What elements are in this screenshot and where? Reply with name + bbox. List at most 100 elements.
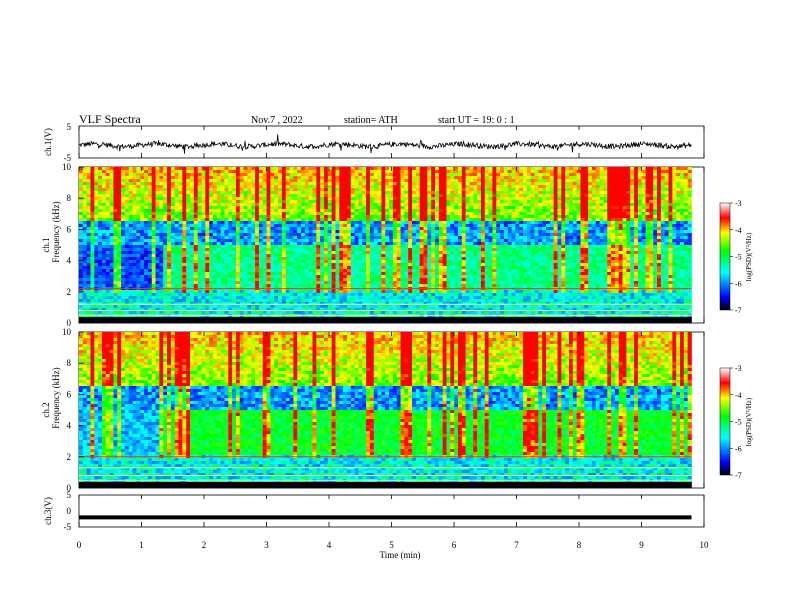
spectrogram-cell (316, 299, 321, 303)
spectrogram-cell (201, 197, 206, 201)
spectrogram-cell (381, 236, 386, 240)
spectrogram-cell (358, 296, 363, 300)
spectrogram-cell (392, 200, 398, 204)
spectrogram-cell (316, 266, 321, 270)
spectrogram-cell (235, 251, 241, 255)
spectrogram-cell (350, 296, 355, 300)
spectrogram-cell (167, 218, 172, 222)
spectrogram-cell (354, 269, 359, 273)
spectrogram-cell (79, 173, 84, 177)
spectrogram-cell (186, 248, 191, 252)
spectrogram-cell (427, 284, 432, 288)
spectrogram-cell (396, 173, 401, 177)
spectrogram-cell (79, 182, 84, 186)
spectrogram-cell (90, 179, 95, 183)
spectrogram-cell (224, 194, 229, 198)
spectrogram-cell (381, 260, 386, 264)
spectrogram-cell (369, 182, 375, 186)
spectrogram-cell (442, 227, 447, 231)
spectrogram-cell (151, 299, 156, 303)
spectrogram-cell (224, 179, 229, 183)
spectrogram-cell (327, 224, 332, 228)
spectrogram-cell (232, 176, 237, 180)
spectrogram-cell (404, 293, 409, 297)
spectrogram-cell (79, 293, 84, 297)
spectrogram-cell (235, 233, 241, 237)
spectrogram-cell (266, 260, 271, 264)
spectrogram-cell (431, 233, 436, 237)
spectrogram-cell (190, 281, 195, 285)
spectrogram-cell (320, 236, 325, 240)
spectrogram-cell (385, 209, 390, 213)
spectrogram-cell (94, 215, 99, 219)
spectrogram-cell (216, 227, 221, 231)
spectrogram-cell (205, 260, 210, 264)
spectrogram-cell (285, 239, 290, 243)
spectrogram-cell (278, 239, 283, 243)
spectrogram-cell (339, 284, 344, 288)
spectrogram-cell (170, 260, 176, 264)
spectrogram-cell (243, 257, 248, 261)
spectrogram-cell (216, 182, 221, 186)
spectrogram-cell (197, 227, 202, 231)
spectrogram-cell (408, 257, 413, 261)
spectrogram-cell (94, 191, 99, 195)
spectrogram-cell (412, 302, 417, 306)
spectrogram-cell (182, 296, 187, 300)
spectrogram-cell (435, 272, 440, 276)
spectrogram-cell (182, 236, 187, 240)
spectrogram-cell (178, 305, 183, 309)
spectrogram-cell (381, 218, 386, 222)
spectrogram-cell (304, 299, 309, 303)
spectrogram-cell (228, 284, 233, 288)
spectrogram-cell (293, 236, 298, 240)
spectrogram-cell (285, 290, 290, 294)
spectrogram-cell (151, 305, 156, 309)
spectrogram-cell (228, 191, 233, 195)
spectrogram-cell (400, 305, 405, 309)
spectrogram-cell (105, 209, 110, 213)
spectrogram-cell (438, 278, 443, 282)
spectrogram-cell (228, 308, 233, 312)
spectrogram-cell (220, 269, 225, 273)
spectrogram-cell (442, 281, 447, 285)
spectrogram-cell (155, 278, 160, 282)
spectrogram-cell (327, 251, 332, 255)
spectrogram-cell (109, 293, 114, 297)
spectrogram-cell (438, 173, 443, 177)
spectrogram-cell (431, 269, 436, 273)
spectrogram-cell (155, 263, 160, 267)
spectrogram-cell (101, 245, 107, 249)
spectrogram-cell (362, 227, 367, 231)
spectrogram-cell (190, 293, 195, 297)
spectrogram-cell (369, 311, 375, 315)
spectrogram-cell (251, 230, 256, 234)
spectrogram-cell (320, 260, 325, 264)
spectrogram-cell (132, 260, 137, 264)
spectrogram-cell (79, 206, 84, 210)
spectrogram-cell (442, 215, 447, 219)
spectrogram-cell (174, 305, 179, 309)
spectrogram-cell (140, 290, 145, 294)
spectrogram-cell (270, 308, 275, 312)
spectrogram-cell (381, 272, 386, 276)
spectrogram-cell (79, 254, 84, 258)
spectrogram-cell (113, 296, 118, 300)
spectrogram-cell (381, 176, 386, 180)
spectrogram-cell (366, 296, 371, 300)
spectrogram-cell (121, 203, 126, 207)
spectrogram-cell (396, 233, 401, 237)
spectrogram-cell (151, 188, 156, 192)
spectrogram-cell (212, 266, 218, 270)
spectrogram-cell (178, 260, 183, 264)
spectrogram-cell (193, 266, 198, 270)
spectrogram-cell (281, 272, 287, 276)
spectrogram-cell (431, 281, 436, 285)
spectrogram-cell (247, 284, 252, 288)
spectrogram-cell (270, 284, 275, 288)
spectrogram-cell (124, 227, 130, 231)
spectrogram-cell (201, 239, 206, 243)
spectrogram-cell (423, 167, 428, 171)
spectrogram-cell (427, 281, 432, 285)
spectrogram-cell (201, 191, 206, 195)
